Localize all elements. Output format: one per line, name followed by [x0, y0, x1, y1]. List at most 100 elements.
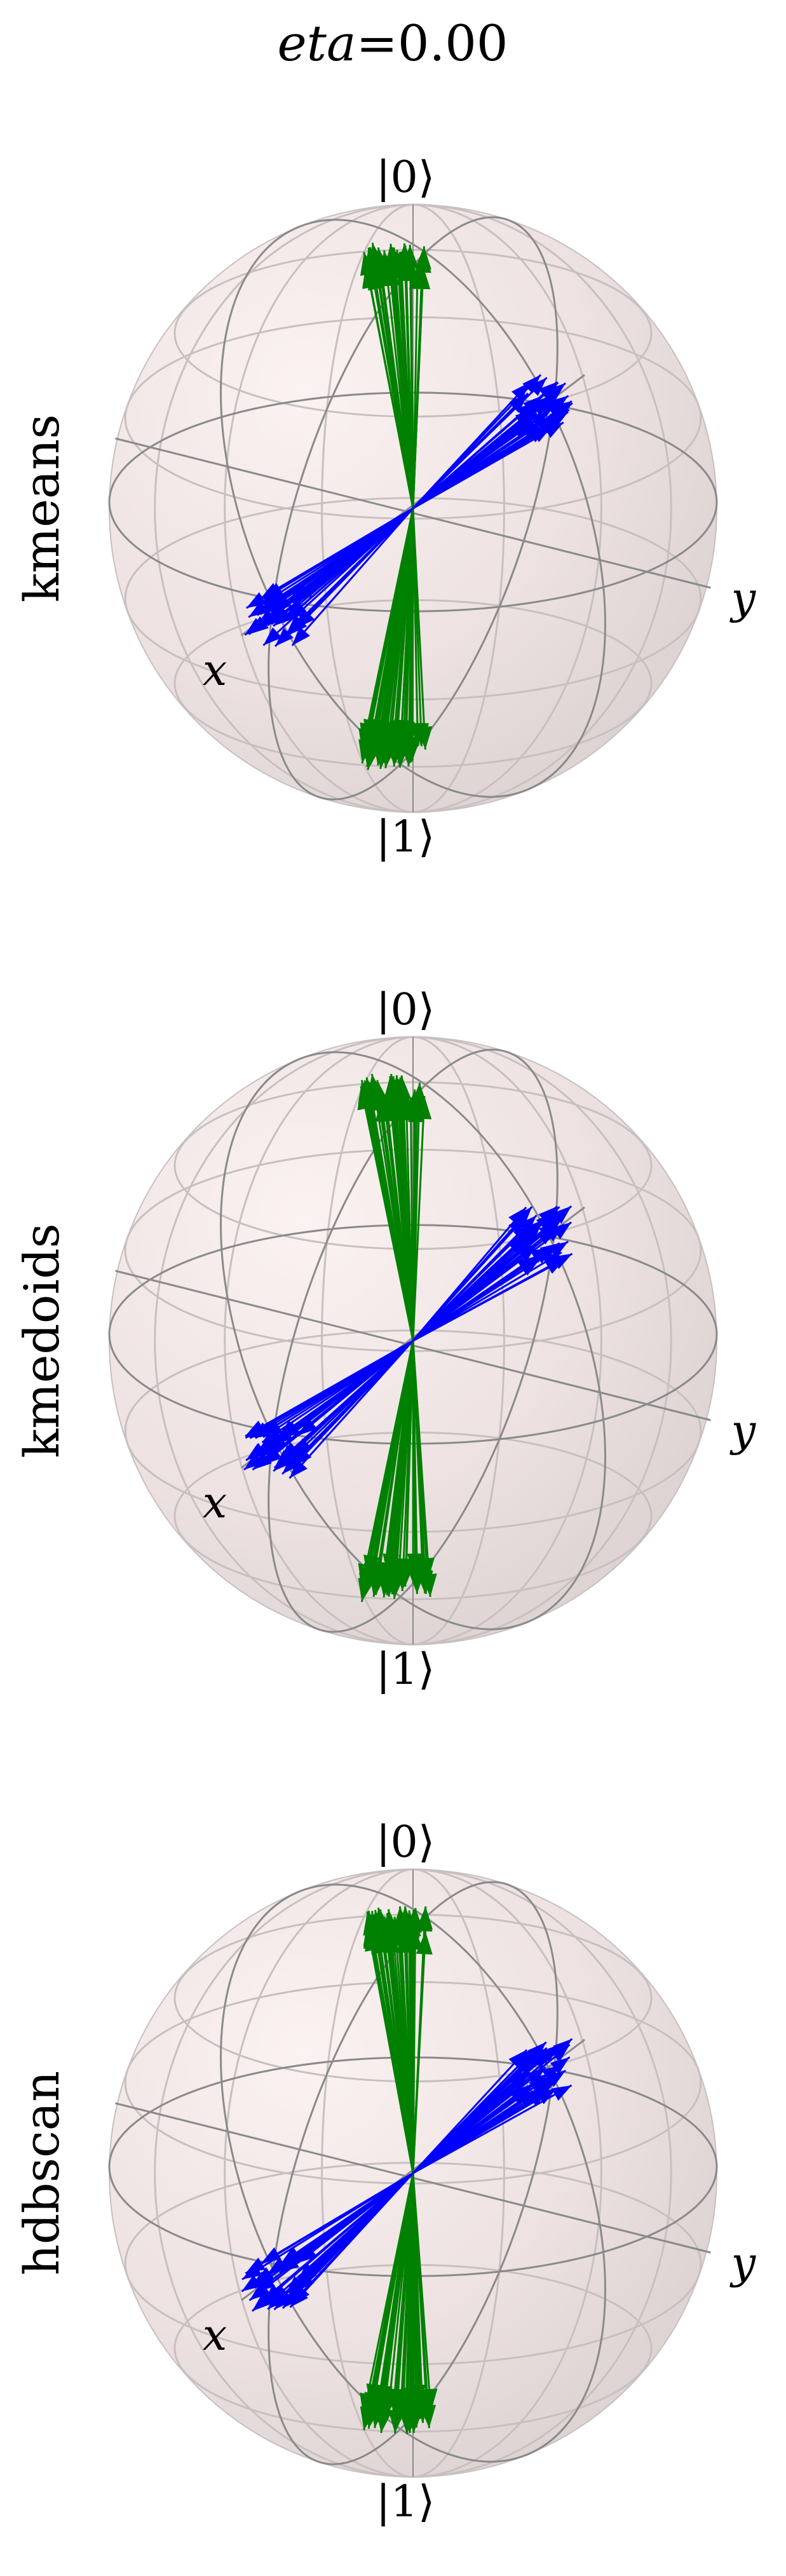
blue-arrow-left-head	[261, 1446, 281, 1463]
blue-arrow-right-cluster	[412, 374, 573, 510]
blue-arrow-right-head	[535, 395, 555, 412]
blue-arrow-left-head	[248, 616, 269, 634]
blue-arrow-left-head	[285, 2276, 304, 2295]
ket-zero-label: |0⟩	[376, 985, 435, 1035]
blue-arrow-left-head	[263, 627, 282, 646]
green-arrow-down-head	[386, 729, 403, 753]
green-arrow-up-head	[413, 263, 430, 287]
green-arrow-up-shaft	[366, 1924, 414, 2174]
green-arrow-down-head	[382, 2390, 399, 2415]
green-arrow-down-shaft	[360, 1340, 414, 1603]
blue-arrow-right-head	[522, 1223, 541, 1241]
green-arrow-up-shaft	[390, 252, 414, 509]
x-axis-label: x	[203, 1478, 227, 1528]
blue-arrow-right-cluster	[412, 2038, 573, 2174]
blue-arrow-right-shaft	[412, 1222, 542, 1342]
blue-arrow-left-shaft	[271, 507, 414, 625]
green-arrow-down-shaft	[362, 508, 414, 759]
green-arrow-down-shaft	[397, 1340, 414, 1582]
blue-arrow-right-head	[523, 396, 543, 414]
method-label: kmeans	[13, 414, 70, 602]
green-arrow-down-shaft	[388, 1340, 414, 1578]
blue-arrow-right-head	[526, 2067, 546, 2085]
green-arrow-down-head	[360, 735, 377, 759]
green-arrow-down-shaft	[412, 1340, 424, 1587]
ket-zero-label: |0⟩	[376, 1817, 435, 1868]
green-arrow-down-head	[393, 744, 410, 768]
y-axis-label: y	[729, 574, 757, 624]
green-arrow-up-shaft	[369, 247, 414, 509]
green-arrow-down-head	[380, 1568, 397, 1592]
blue-arrow-left-head	[255, 2290, 274, 2308]
blue-arrow-right-shaft	[412, 2066, 546, 2174]
green-arrow-down-head	[402, 2399, 419, 2422]
green-arrow-down-shaft	[399, 2173, 414, 2421]
blue-arrow-right-head	[513, 2052, 532, 2071]
y-axis-label: y	[729, 1406, 757, 1456]
green-arrow-up-shaft	[363, 252, 414, 509]
blue-arrow-left-head	[289, 1459, 308, 1479]
blue-arrow-right-head	[520, 1255, 541, 1272]
green-arrow-down-shaft	[411, 508, 414, 761]
green-arrow-up-shaft	[393, 1916, 414, 2174]
green-arrow-down-shaft	[412, 2173, 430, 2429]
green-arrow-up-head	[405, 1923, 422, 1947]
blue-arrow-left-head	[293, 1438, 313, 1457]
blue-arrow-left-head	[252, 1452, 272, 1470]
green-arrow-down-shaft	[372, 1340, 414, 1597]
blue-arrow-right-shaft	[412, 425, 549, 510]
blue-arrow-right-head	[539, 2044, 559, 2063]
y-axis-label: y	[729, 2239, 757, 2289]
blue-arrow-left-shaft	[245, 1339, 414, 1437]
blue-arrow-left-head	[295, 2273, 315, 2292]
green-arrow-down-shaft	[409, 2173, 414, 2422]
blue-arrow-left-head	[274, 628, 294, 647]
blue-arrow-left-shaft	[273, 1339, 414, 1469]
blue-arrow-left-head	[245, 1420, 266, 1436]
blue-arrow-left-shaft	[255, 2172, 414, 2293]
green-arrow-up-cluster	[357, 1073, 432, 1341]
blue-arrow-left-head	[274, 1449, 294, 1468]
green-arrow-up-shaft	[412, 1093, 418, 1341]
blue-arrow-left-head	[287, 600, 307, 618]
method-label: hdbscan	[13, 2071, 70, 2275]
green-arrow-up-head	[374, 261, 390, 285]
green-arrow-up-shaft	[370, 1911, 414, 2174]
blue-arrow-right-head	[528, 377, 547, 397]
blue-arrow-left-shaft	[248, 507, 414, 634]
title-equals: =	[356, 15, 397, 72]
green-arrow-down-head	[370, 726, 387, 751]
blue-arrow-left-shaft	[255, 1339, 414, 1455]
blue-arrow-right-shaft	[412, 403, 569, 510]
blue-arrow-left-head	[255, 2275, 276, 2293]
blue-arrow-left-cluster	[244, 507, 414, 647]
green-arrow-up-head	[383, 1929, 400, 1953]
blue-arrow-right-head	[527, 2042, 546, 2061]
green-arrow-up-head	[389, 1097, 406, 1122]
green-arrow-up-head	[363, 1925, 380, 1949]
meridian-ring-a	[220, 1051, 606, 1630]
green-arrow-down-shaft	[387, 2173, 414, 2415]
meridian-ring-a	[220, 219, 606, 798]
blue-arrow-right-head	[548, 412, 569, 428]
green-arrow-down-head	[421, 2388, 438, 2412]
green-arrow-up-head	[375, 1097, 392, 1122]
x-axis-label: x	[203, 2310, 227, 2361]
green-arrow-up-head	[414, 249, 431, 273]
title-value: 0.00	[398, 15, 508, 72]
blue-arrow-right-cluster	[412, 1205, 573, 1342]
blue-arrow-right-head	[512, 382, 530, 402]
blue-arrow-right-shaft	[412, 2087, 531, 2174]
green-arrow-down-shaft	[398, 508, 414, 768]
blue-arrow-left-head	[271, 606, 291, 625]
blue-arrow-right-head	[543, 1217, 562, 1235]
blue-arrow-right-shaft	[412, 2041, 547, 2174]
green-arrow-down-shaft	[367, 2173, 414, 2417]
blue-arrow-left-head	[243, 1453, 264, 1470]
blue-arrow-left-shaft	[295, 2172, 414, 2293]
meridian-ring-b	[268, 1048, 559, 1633]
blue-arrow-left-head	[282, 1455, 301, 1474]
bloch-sphere-panel-kmedoids: kmedoids |0⟩ |1⟩ x y	[13, 985, 757, 1695]
green-arrow-up-head	[367, 1911, 384, 1935]
blue-arrow-right-shaft	[412, 381, 531, 510]
